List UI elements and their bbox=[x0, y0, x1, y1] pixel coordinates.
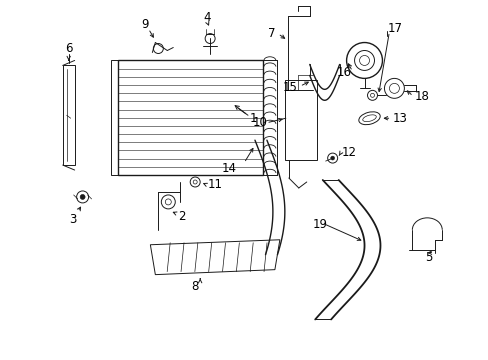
Text: 17: 17 bbox=[386, 22, 402, 35]
Bar bbox=[118, 60, 263, 175]
Text: 3: 3 bbox=[69, 213, 76, 226]
Circle shape bbox=[330, 156, 334, 160]
Text: 7: 7 bbox=[268, 27, 275, 40]
Text: 13: 13 bbox=[392, 112, 407, 125]
Text: 15: 15 bbox=[283, 81, 297, 94]
Text: 11: 11 bbox=[208, 179, 223, 192]
Text: 19: 19 bbox=[312, 218, 327, 231]
Bar bbox=[110, 60, 118, 175]
Bar bbox=[285, 80, 316, 160]
Text: 10: 10 bbox=[252, 116, 267, 129]
Text: 6: 6 bbox=[65, 42, 72, 55]
Text: 4: 4 bbox=[203, 11, 210, 24]
Bar bbox=[62, 66, 75, 165]
Text: 8: 8 bbox=[191, 280, 199, 293]
Text: 16: 16 bbox=[336, 66, 351, 79]
Circle shape bbox=[80, 194, 85, 199]
Text: 9: 9 bbox=[142, 18, 149, 31]
Text: 2: 2 bbox=[178, 210, 185, 223]
Text: 5: 5 bbox=[425, 251, 432, 264]
Text: 14: 14 bbox=[222, 162, 237, 175]
Text: 12: 12 bbox=[341, 145, 356, 159]
Text: 1: 1 bbox=[249, 112, 257, 125]
Text: 18: 18 bbox=[413, 90, 428, 103]
